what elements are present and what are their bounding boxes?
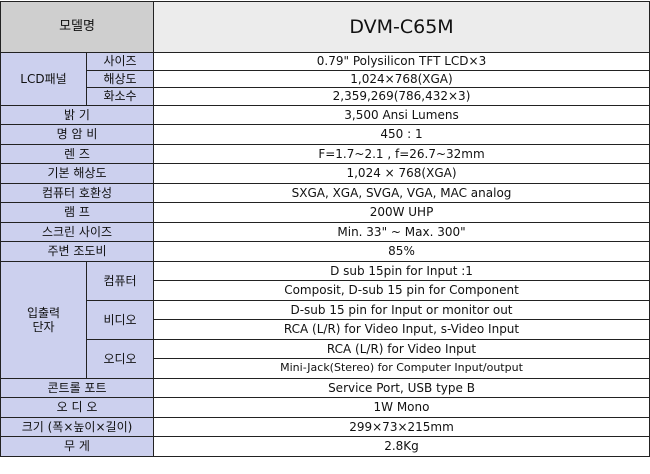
value: 1W Mono: [153, 397, 650, 418]
table-row: 입출력 단자 컴퓨터 D sub 15pin for Input :1: [0, 260, 650, 379]
value: SXGA, XGA, SVGA, VGA, MAC analog: [153, 182, 650, 203]
value: D sub 15pin for Input :1: [153, 260, 650, 281]
model-label: 모델명: [0, 1, 155, 53]
io-label: 입출력 단자: [0, 260, 87, 379]
row-label: 무 게: [0, 436, 155, 457]
value: Mini-Jack(Stereo) for Computer Input/out…: [153, 358, 650, 379]
row-label: 콘트롤 포트: [0, 377, 155, 398]
row-label: 램 프: [0, 202, 155, 223]
table-row: 주변 조도비 85%: [0, 241, 650, 262]
value: D-sub 15 pin for Input or monitor out: [153, 299, 650, 320]
row-label: 스크린 사이즈: [0, 221, 155, 242]
table-row: 오 디 오 1W Mono: [0, 397, 650, 418]
value: 1,024 × 768(XGA): [153, 163, 650, 184]
table-row: 크기 (폭×높이×길이) 299×73×215mm: [0, 416, 650, 437]
value: 85%: [153, 241, 650, 262]
value: 1,024×768(XGA): [153, 69, 650, 88]
table-row: 램 프 200W UHP: [0, 202, 650, 223]
table-row: 화소수 2,359,269(786,432×3): [1, 87, 650, 106]
value: 2.8Kg: [153, 436, 650, 457]
table-row: 스크린 사이즈 Min. 33" ~ Max. 300": [0, 221, 650, 242]
table-row: 밝 기 3,500 Ansi Lumens: [0, 104, 650, 125]
sub-label: 비디오: [85, 299, 155, 340]
table-row: LCD패널 사이즈 0.79" Polysilicon TFT LCD×3: [0, 52, 650, 106]
value: Composit, D-sub 15 pin for Component: [153, 280, 650, 301]
row-label: 밝 기: [0, 104, 155, 125]
value: Service Port, USB type B: [153, 377, 650, 398]
sub-label: 사이즈: [85, 52, 155, 71]
table-row: 기본 해상도 1,024 × 768(XGA): [0, 163, 650, 184]
spec-table: 모델명 DVM-C65M LCD패널 사이즈 0.79" Polysilicon…: [0, 1, 650, 457]
value: 450 : 1: [153, 124, 650, 145]
table-row: 무 게 2.8Kg: [0, 436, 650, 457]
value: RCA (L/R) for Video Input, s-Video Input: [153, 319, 650, 340]
value: 3,500 Ansi Lumens: [153, 104, 650, 125]
row-label: 렌 즈: [0, 143, 155, 164]
io-label-line1: 입출력: [26, 305, 61, 320]
value: 2,359,269(786,432×3): [153, 87, 650, 106]
sub-label: 오디오: [85, 338, 155, 379]
row-label: 명 암 비: [0, 124, 155, 145]
sub-label: 컴퓨터: [85, 260, 155, 301]
header-row: 모델명 DVM-C65M: [0, 1, 650, 53]
model-value: DVM-C65M: [153, 1, 650, 53]
lcd-label: LCD패널: [0, 52, 87, 106]
value: 0.79" Polysilicon TFT LCD×3: [153, 52, 650, 71]
table-row: 오디오 RCA (L/R) for Video Input: [1, 338, 650, 379]
row-label: 기본 해상도: [0, 163, 155, 184]
table-row: 렌 즈 F=1.7~2.1 , f=26.7~32mm: [0, 143, 650, 164]
value: 299×73×215mm: [153, 416, 650, 437]
value: RCA (L/R) for Video Input: [153, 338, 650, 359]
sub-label: 화소수: [85, 87, 155, 106]
table-row: 해상도 1,024×768(XGA): [1, 69, 650, 88]
row-label: 주변 조도비: [0, 241, 155, 262]
io-label-line2: 단자: [32, 319, 55, 334]
value: Min. 33" ~ Max. 300": [153, 221, 650, 242]
sub-label: 해상도: [85, 69, 155, 88]
table-row: 컴퓨터 호환성 SXGA, XGA, SVGA, VGA, MAC analog: [0, 182, 650, 203]
table-row: 비디오 D-sub 15 pin for Input or monitor ou…: [1, 299, 650, 340]
row-label: 오 디 오: [0, 397, 155, 418]
value: F=1.7~2.1 , f=26.7~32mm: [153, 143, 650, 164]
row-label: 컴퓨터 호환성: [0, 182, 155, 203]
table-row: 콘트롤 포트 Service Port, USB type B: [0, 377, 650, 398]
value: 200W UHP: [153, 202, 650, 223]
row-label: 크기 (폭×높이×길이): [0, 416, 155, 437]
table-row: 명 암 비 450 : 1: [0, 124, 650, 145]
